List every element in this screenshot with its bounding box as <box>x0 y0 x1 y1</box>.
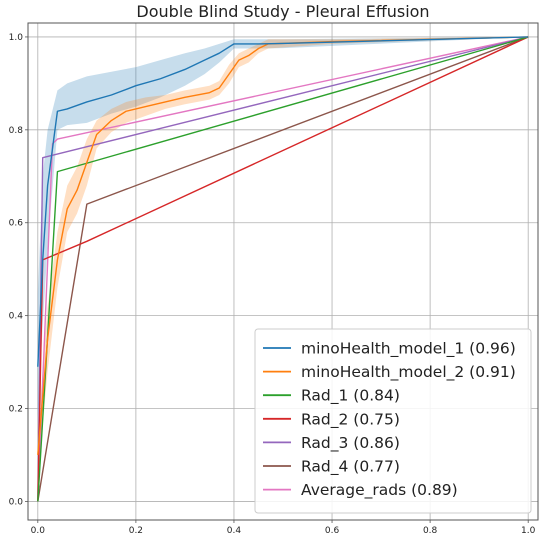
y-tick-label: 0.0 <box>9 497 24 507</box>
x-tick-label: 0.4 <box>227 526 242 534</box>
series-line-6 <box>37 36 529 502</box>
legend-label: Rad_2 (0.75) <box>301 410 400 429</box>
series-line-3 <box>37 36 529 502</box>
legend-label: Rad_1 (0.84) <box>301 387 400 406</box>
series-line-1 <box>37 36 529 367</box>
plot-frame <box>27 22 539 521</box>
legend-label: minoHealth_model_1 (0.96) <box>301 340 516 359</box>
series-line-2 <box>37 36 529 456</box>
x-tick-label: 0.0 <box>31 526 46 534</box>
x-tick-label: 0.8 <box>423 526 438 534</box>
grid <box>28 23 538 520</box>
legend-label: minoHealth_model_2 (0.91) <box>301 363 516 382</box>
y-tick-label: 1.0 <box>9 33 24 43</box>
legend-label: Average_rads (0.89) <box>301 481 458 500</box>
axis-ticks: 0.0 0.2 0.4 0.6 0.8 1.0 0.0 0.2 0.4 0.6 0.8 1.0 <box>9 33 536 534</box>
x-tick-label: 0.2 <box>129 526 143 534</box>
y-tick-label: 0.8 <box>9 126 24 136</box>
legend-label: Rad_4 (0.77) <box>301 458 400 477</box>
x-tick-label: 0.6 <box>325 526 340 534</box>
legend: minoHealth_model_1 (0.96) minoHealth_mode… <box>254 328 532 514</box>
series-line-7 <box>37 36 529 502</box>
chart-title: Double Blind Study - Pleural Effusion <box>136 2 429 21</box>
y-tick-label: 0.4 <box>9 312 24 322</box>
y-tick-label: 0.2 <box>9 405 23 415</box>
x-tick-label: 1.0 <box>521 526 536 534</box>
y-tick-label: 0.6 <box>9 219 24 229</box>
legend-box <box>254 328 532 514</box>
series-line-4 <box>37 36 529 502</box>
legend-label: Rad_3 (0.86) <box>301 434 400 453</box>
series-lines <box>37 36 529 502</box>
